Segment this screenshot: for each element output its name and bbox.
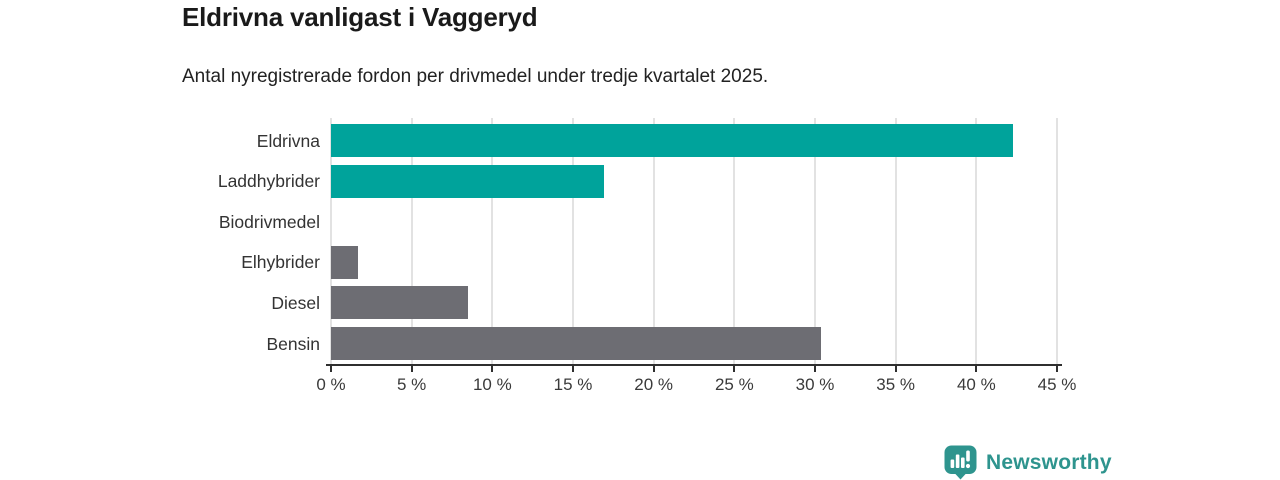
gridline-5- [410, 118, 413, 364]
bar-laddhybrider [331, 164, 604, 198]
gridline-20- [652, 118, 655, 364]
gridline-45- [1056, 118, 1058, 364]
tick-label-0-: 0 % [316, 375, 346, 394]
axis-tick-15- [572, 364, 574, 372]
category-label-bensin: Bensin [266, 333, 320, 354]
bar-eldrivna [331, 124, 1014, 157]
gridline-25- [733, 118, 736, 364]
axis-tick-45- [1056, 364, 1058, 372]
x-axis-line [326, 364, 1062, 366]
gridline-15- [572, 118, 574, 364]
axis-tick-20- [652, 364, 655, 372]
tick-label-10-: 10 % [472, 375, 512, 394]
axis-tick-5- [410, 364, 413, 372]
newsworthy-logo: Newsworthy [944, 445, 1112, 480]
tick-label-35-: 35 % [876, 375, 916, 394]
tick-label-5-: 5 % [397, 375, 427, 394]
gridline-30- [814, 118, 816, 364]
tick-label-25-: 25 % [714, 375, 754, 394]
gridline-10- [491, 118, 494, 364]
axis-tick-35- [894, 364, 897, 372]
gridline-0- [330, 118, 332, 364]
chart-title: Eldrivna vanligast i Vaggeryd [182, 2, 538, 32]
newsworthy-wordmark: Newsworthy [986, 450, 1112, 474]
axis-tick-30- [814, 364, 816, 372]
axis-tick-10- [491, 364, 494, 372]
category-label-eldrivna: Eldrivna [256, 130, 320, 151]
axis-tick-40- [975, 364, 978, 372]
tick-label-30-: 30 % [795, 375, 835, 394]
tick-label-15-: 15 % [553, 375, 593, 394]
category-label-biodrivmedel: Biodrivmedel [218, 211, 320, 232]
category-label-elhybrider: Elhybrider [241, 252, 320, 273]
gridline-40- [975, 118, 978, 364]
bar-elhybrider [331, 245, 359, 279]
axis-tick-25- [733, 364, 736, 372]
tick-label-45-: 45 % [1037, 375, 1077, 394]
gridline-35- [894, 118, 897, 364]
category-label-diesel: Diesel [271, 292, 320, 313]
category-label-laddhybrider: Laddhybrider [217, 171, 320, 192]
newsworthy-bar-chart-pin-icon [944, 445, 977, 480]
axis-tick-0- [330, 364, 332, 372]
bar-bensin [331, 327, 822, 360]
tick-label-20-: 20 % [634, 375, 674, 394]
bar-diesel [331, 286, 469, 320]
tick-label-40-: 40 % [956, 375, 996, 394]
chart-subtitle: Antal nyregistrerade fordon per drivmede… [182, 66, 769, 87]
